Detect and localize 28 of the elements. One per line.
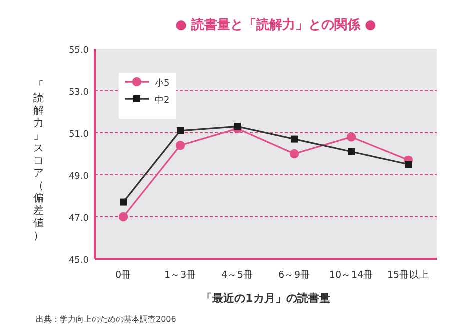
point: [291, 136, 298, 143]
point: [348, 148, 355, 156]
text: 「読解力」スコア（偏差値）: [34, 80, 44, 242]
y-tick-label: 55.0: [68, 46, 90, 56]
y-tick-label: 45.0: [68, 256, 90, 266]
y-tick-label: 53.0: [68, 88, 90, 98]
chart-title: ● 読書量と「読解力」との関係 ●: [176, 17, 376, 33]
point: [176, 141, 186, 150]
x-tick-label: 1～3冊: [164, 270, 197, 281]
x-tick-label: 6～9冊: [278, 270, 311, 281]
point: [118, 212, 128, 222]
y-tick-label: 51.0: [68, 130, 90, 140]
x-tick-label: 15冊以上: [387, 269, 430, 281]
legend-label: 小5: [155, 78, 170, 89]
point: [290, 149, 300, 159]
x-tick-label: 0冊: [115, 270, 132, 281]
point: [346, 132, 356, 142]
point: [120, 198, 127, 206]
y-tick-label: 47.0: [68, 214, 90, 224]
point: [177, 127, 184, 134]
x-tick-label: 10～14冊: [329, 270, 374, 281]
point: [234, 123, 241, 130]
point: [405, 161, 412, 168]
x-axis-title: 「最近の1カ月」の読書量: [202, 292, 330, 305]
source-note: 出典：学力向上のための基本調査2006: [36, 315, 176, 324]
y-tick-label: 49.0: [68, 172, 90, 182]
legend-label: 中2: [155, 95, 170, 106]
x-tick-label: 4～5冊: [221, 270, 254, 281]
